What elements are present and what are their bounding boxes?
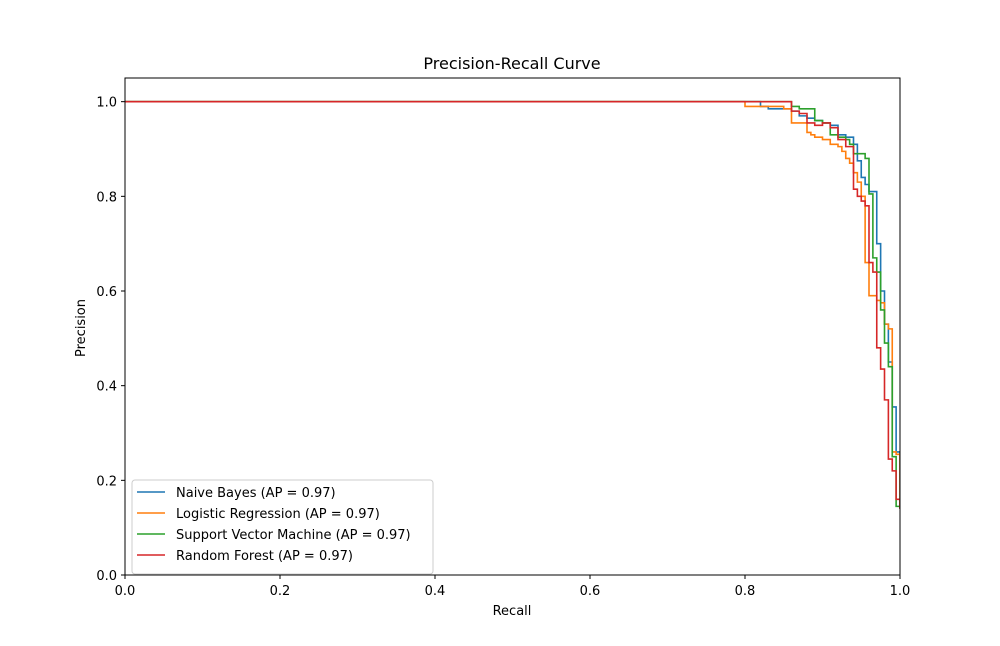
y-tick-label: 0.0 (96, 569, 117, 584)
y-tick-label: 0.4 (96, 380, 117, 395)
x-tick-label: 0.6 (580, 584, 601, 599)
legend-label: Support Vector Machine (AP = 0.97) (176, 528, 411, 543)
legend-label: Random Forest (AP = 0.97) (176, 549, 353, 564)
legend-label: Logistic Regression (AP = 0.97) (176, 507, 380, 522)
y-tick-label: 0.6 (96, 285, 117, 300)
legend-label: Naive Bayes (AP = 0.97) (176, 486, 336, 501)
x-tick-label: 0.4 (425, 584, 446, 599)
y-tick-label: 1.0 (96, 96, 117, 111)
y-tick-label: 0.8 (96, 190, 117, 205)
x-tick-label: 1.0 (890, 584, 911, 599)
x-tick-label: 0.0 (115, 584, 136, 599)
y-axis-title: Precision (74, 299, 89, 357)
y-tick-label: 0.2 (96, 474, 117, 489)
legend-box (131, 479, 434, 575)
x-tick-label: 0.8 (735, 584, 756, 599)
plot-area (125, 100, 900, 509)
x-axis: 0.0 0.2 0.4 0.6 0.8 1.0 (115, 575, 911, 599)
chart-title: Precision-Recall Curve (423, 54, 600, 73)
y-axis: 0.0 0.2 0.4 0.6 0.8 1.0 (96, 96, 125, 584)
legend: Naive Bayes (AP = 0.97) Logistic Regressi… (131, 479, 434, 575)
series-line-4 (125, 100, 900, 509)
axes-frame (124, 77, 901, 576)
series-line-3 (125, 100, 900, 509)
x-axis-title: Recall (493, 604, 532, 619)
x-tick-label: 0.2 (270, 584, 291, 599)
